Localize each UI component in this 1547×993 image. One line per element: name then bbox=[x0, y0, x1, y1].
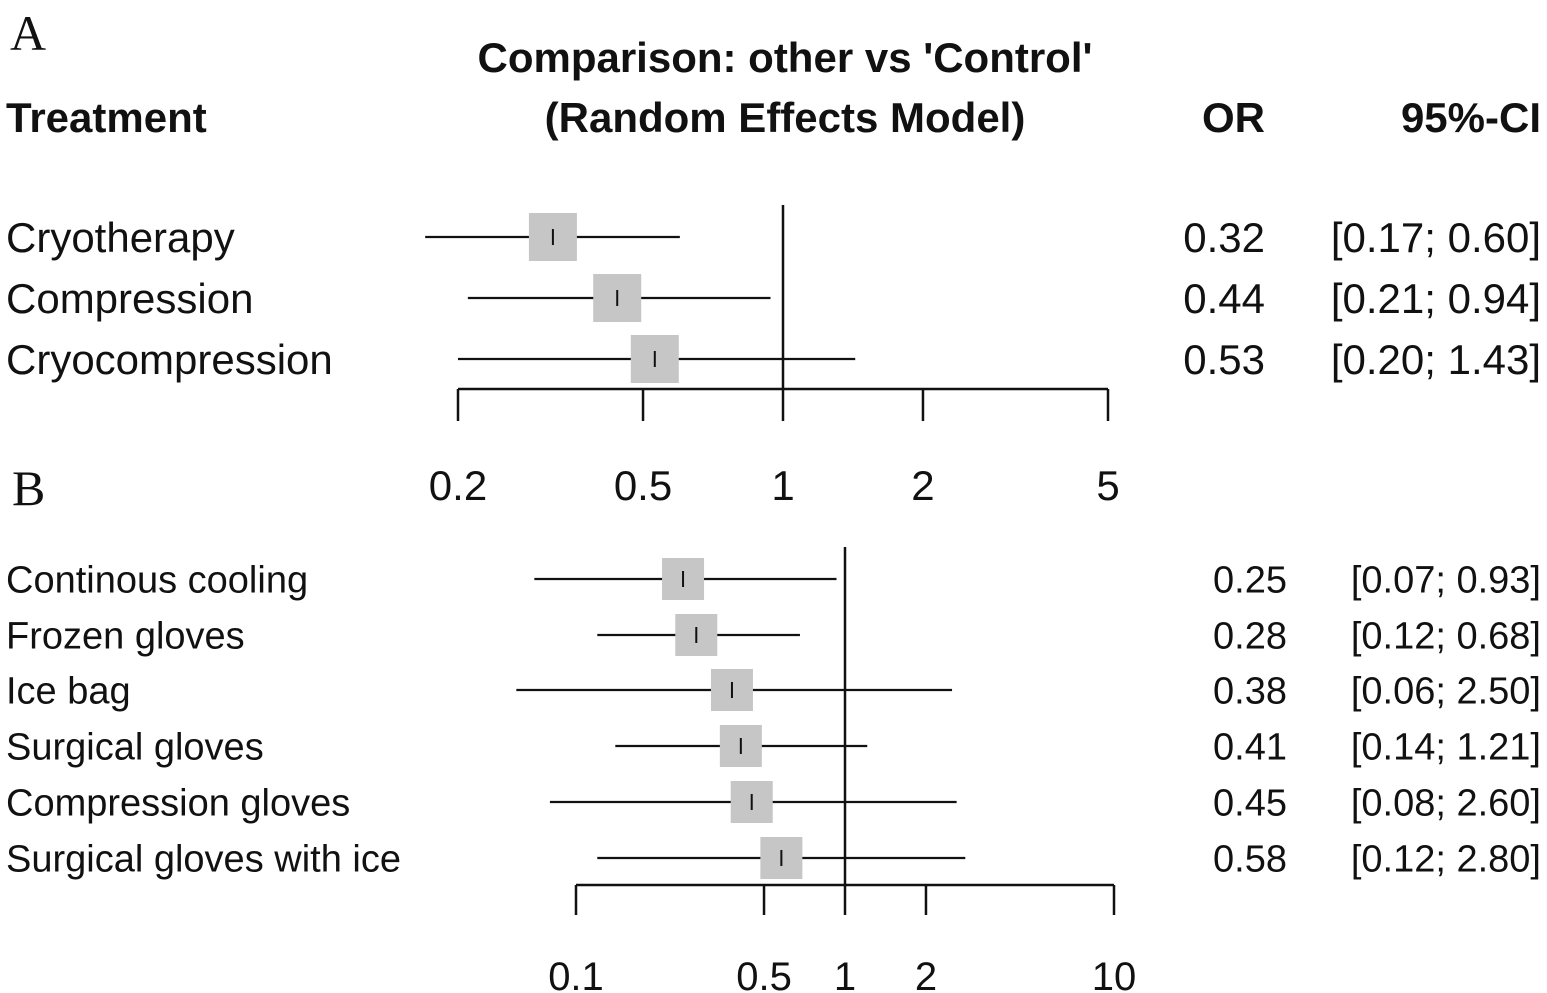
panel-b-row-label: Surgical gloves bbox=[6, 727, 264, 769]
panel-a-row-label: Compression bbox=[6, 275, 253, 322]
panel-a-row-label: Cryocompression bbox=[6, 336, 333, 383]
panel-a-tick-label: 0.2 bbox=[429, 462, 487, 509]
panel-b-or-value: 0.28 bbox=[1213, 616, 1287, 658]
column-header-ci: 95%-CI bbox=[1401, 94, 1541, 141]
panel-b-row-label: Ice bag bbox=[6, 671, 131, 713]
panel-a-letter: A bbox=[10, 5, 46, 61]
panel-a-tick-label: 5 bbox=[1096, 462, 1119, 509]
panel-a-tick-label: 1 bbox=[771, 462, 794, 509]
panel-b-row-label: Continous cooling bbox=[6, 560, 308, 602]
column-header-or: OR bbox=[1202, 94, 1265, 141]
panel-a-ci-value: [0.21; 0.94] bbox=[1331, 275, 1541, 322]
panel-a-title-line1: Comparison: other vs 'Control' bbox=[477, 34, 1092, 81]
panel-b-ci-value: [0.07; 0.93] bbox=[1351, 560, 1541, 602]
panel-b-or-value: 0.38 bbox=[1213, 671, 1287, 713]
panel-b-ci-value: [0.12; 0.68] bbox=[1351, 616, 1541, 658]
panel-b-tick-label: 1 bbox=[834, 955, 856, 993]
panel-b-or-value: 0.45 bbox=[1213, 783, 1287, 825]
panel-a-or-value: 0.53 bbox=[1183, 336, 1265, 383]
panel-b-letter: B bbox=[12, 460, 45, 516]
panel-a-or-value: 0.32 bbox=[1183, 214, 1265, 261]
panel-a-ci-value: [0.17; 0.60] bbox=[1331, 214, 1541, 261]
panel-a-ci-value: [0.20; 1.43] bbox=[1331, 336, 1541, 383]
panel-b-or-value: 0.41 bbox=[1213, 727, 1287, 769]
panel-a-row-label: Cryotherapy bbox=[6, 214, 235, 261]
panel-b-or-value: 0.58 bbox=[1213, 839, 1287, 881]
panel-b-tick-label: 0.5 bbox=[736, 955, 792, 993]
panel-a-title-line2: (Random Effects Model) bbox=[545, 94, 1026, 141]
panel-a-or-value: 0.44 bbox=[1183, 275, 1265, 322]
panel-b-plot: 0.1 0.5 1 2 10 Continous cooling 0.25 [0.07; 0.… bbox=[6, 547, 1541, 993]
panel-b-ci-value: [0.08; 2.60] bbox=[1351, 783, 1541, 825]
panel-b-or-value: 0.25 bbox=[1213, 560, 1287, 602]
panel-b-row-label: Frozen gloves bbox=[6, 616, 245, 658]
panel-b-tick-label: 2 bbox=[915, 955, 937, 993]
column-header-treatment: Treatment bbox=[6, 94, 207, 141]
panel-b-ci-value: [0.14; 1.21] bbox=[1351, 727, 1541, 769]
panel-a-tick-label: 2 bbox=[911, 462, 934, 509]
panel-b-ci-value: [0.12; 2.80] bbox=[1351, 839, 1541, 881]
panel-a-plot: 0.2 0.5 1 2 5 Cryotherapy 0.32 [0.17; 0.60] Comp… bbox=[6, 205, 1541, 509]
panel-b-row-label: Compression gloves bbox=[6, 783, 350, 825]
panel-b-tick-label: 10 bbox=[1092, 955, 1137, 993]
panel-b-tick-label: 0.1 bbox=[548, 955, 604, 993]
panel-b-row-label: Surgical gloves with ice bbox=[6, 839, 401, 881]
panel-b-ci-value: [0.06; 2.50] bbox=[1351, 671, 1541, 713]
panel-a-tick-label: 0.5 bbox=[614, 462, 672, 509]
